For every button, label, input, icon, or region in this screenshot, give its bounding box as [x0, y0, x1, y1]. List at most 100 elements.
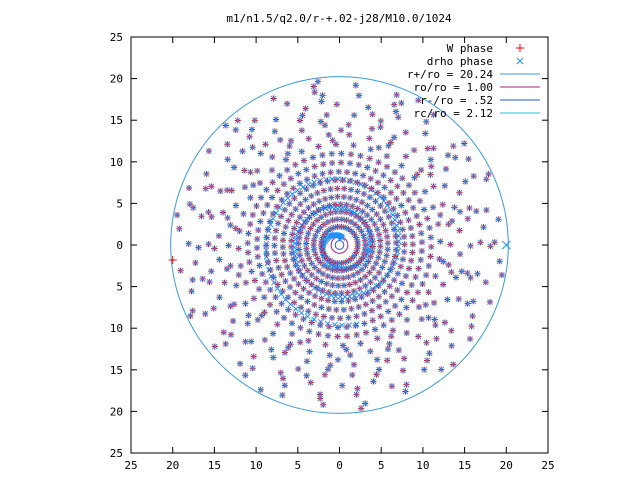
drho-phase-point	[341, 194, 347, 200]
drho-phase-point	[432, 322, 439, 328]
drho-phase-point	[319, 287, 326, 294]
drho-phase-point	[428, 234, 434, 241]
drho-phase-point	[271, 235, 278, 241]
drho-phase-point	[362, 400, 369, 407]
drho-phase-point	[469, 313, 476, 319]
drho-phase-point	[424, 215, 431, 222]
drho-phase-point	[425, 289, 432, 296]
drho-phase-point	[318, 295, 325, 302]
drho-phase-point	[305, 135, 312, 142]
drho-phase-point	[375, 144, 382, 151]
drho-phase-point	[267, 301, 273, 308]
drho-phase-point	[302, 196, 309, 203]
drho-phase-point	[344, 333, 351, 340]
drho-phase-point	[382, 227, 389, 234]
drho-phase-point	[300, 316, 307, 322]
drho-phase-point	[297, 214, 303, 221]
drho-phase-point	[299, 273, 306, 279]
drho-phase-point	[391, 101, 398, 108]
drho-phase-point	[355, 162, 362, 168]
drho-phase-point	[263, 186, 270, 193]
drho-phase-point	[282, 349, 288, 356]
drho-phase-point	[458, 268, 465, 275]
drho-phase-point	[440, 281, 446, 288]
drho-phase-point	[315, 207, 322, 213]
drho-phase-point	[280, 251, 287, 257]
drho-phase-point	[319, 152, 326, 158]
x-tick-label: 5	[294, 459, 301, 472]
drho-phase-point	[426, 350, 433, 357]
drho-phase-point	[431, 299, 437, 306]
drho-phase-point	[391, 134, 397, 141]
legend-marker	[516, 44, 524, 52]
drho-phase-point	[349, 372, 356, 378]
drho-phase-point	[410, 241, 416, 248]
drho-phase-point	[329, 274, 336, 281]
drho-phase-point	[305, 308, 312, 315]
drho-phase-point	[351, 293, 358, 299]
drho-phase-point	[344, 169, 350, 176]
drho-phase-point	[466, 205, 473, 211]
drho-phase-point	[362, 282, 369, 289]
drho-phase-point	[375, 159, 382, 166]
drho-phase-point	[353, 213, 359, 219]
drho-phase-point	[317, 391, 323, 398]
y-tick-label: 15	[110, 364, 123, 377]
drho-phase-point	[325, 297, 331, 304]
drho-phase-point	[333, 101, 340, 108]
drho-phase-point	[208, 183, 215, 190]
drho-phase-point	[287, 175, 294, 182]
drho-phase-point	[314, 255, 321, 262]
drho-phase-point	[394, 183, 401, 190]
drho-phase-point	[368, 185, 375, 192]
drho-phase-point	[403, 273, 409, 279]
drho-phase-point	[474, 270, 481, 277]
drho-phase-point	[375, 283, 382, 289]
drho-phase-point	[385, 346, 391, 352]
drho-phase-point	[310, 83, 317, 90]
drho-phase-point	[222, 122, 229, 129]
drho-phase-point	[393, 108, 399, 115]
drho-phase-point	[369, 125, 375, 132]
drho-phase-point	[376, 303, 382, 310]
drho-phase-point	[297, 180, 303, 187]
drho-phase-point	[291, 225, 297, 232]
drho-phase-point	[485, 171, 492, 177]
drho-phase-point	[403, 304, 410, 311]
drho-phase-point	[328, 194, 335, 201]
drho-phase-point	[249, 144, 256, 151]
drho-phase-point	[249, 365, 256, 372]
drho-phase-point	[278, 213, 284, 220]
drho-phase-point	[195, 244, 202, 251]
drho-phase-point	[262, 141, 269, 148]
drho-phase-point	[483, 207, 490, 214]
drho-phase-point	[255, 227, 262, 233]
drho-phase-point	[304, 313, 311, 320]
drho-phase-point	[272, 250, 278, 256]
drho-phase-point	[442, 319, 448, 326]
drho-phase-point	[372, 168, 379, 174]
drho-phase-point	[409, 297, 416, 304]
drho-phase-point	[273, 257, 280, 264]
drho-phase-point	[367, 279, 374, 285]
drho-phase-point	[319, 170, 326, 177]
drho-phase-point	[392, 169, 398, 175]
drho-phase-point	[395, 347, 402, 353]
drho-phase-point	[332, 201, 338, 208]
drho-phase-point	[331, 298, 338, 305]
drho-phase-point	[328, 292, 334, 299]
drho-phase-point	[270, 274, 277, 281]
drho-phase-point	[354, 205, 361, 212]
drho-phase-point	[289, 231, 296, 238]
drho-phase-point	[382, 258, 388, 265]
drho-phase-point	[211, 245, 218, 252]
legend-label: W phase	[447, 42, 493, 55]
drho-phase-point	[453, 274, 459, 281]
drho-phase-point	[174, 212, 180, 218]
drho-phase-point	[470, 298, 477, 305]
drho-phase-point	[297, 201, 304, 207]
drho-phase-point	[338, 298, 345, 305]
drho-phase-point	[423, 339, 430, 346]
drho-phase-point	[370, 287, 377, 294]
drho-phase-point	[385, 142, 392, 149]
